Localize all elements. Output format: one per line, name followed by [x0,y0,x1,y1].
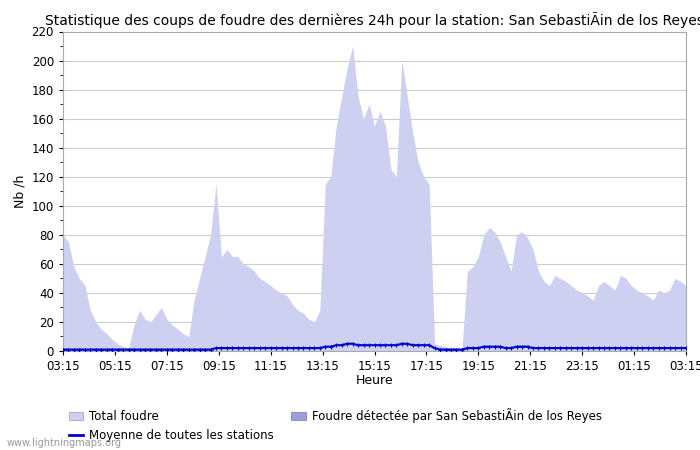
Legend: Total foudre, Moyenne de toutes les stations, Foudre détectée par San SebastiÃin: Total foudre, Moyenne de toutes les stat… [69,408,601,442]
Y-axis label: Nb /h: Nb /h [13,175,26,208]
X-axis label: Heure: Heure [356,374,393,387]
Text: www.lightningmaps.org: www.lightningmaps.org [7,438,122,448]
Title: Statistique des coups de foudre des dernières 24h pour la station: San SebastiÃi: Statistique des coups de foudre des dern… [45,12,700,27]
